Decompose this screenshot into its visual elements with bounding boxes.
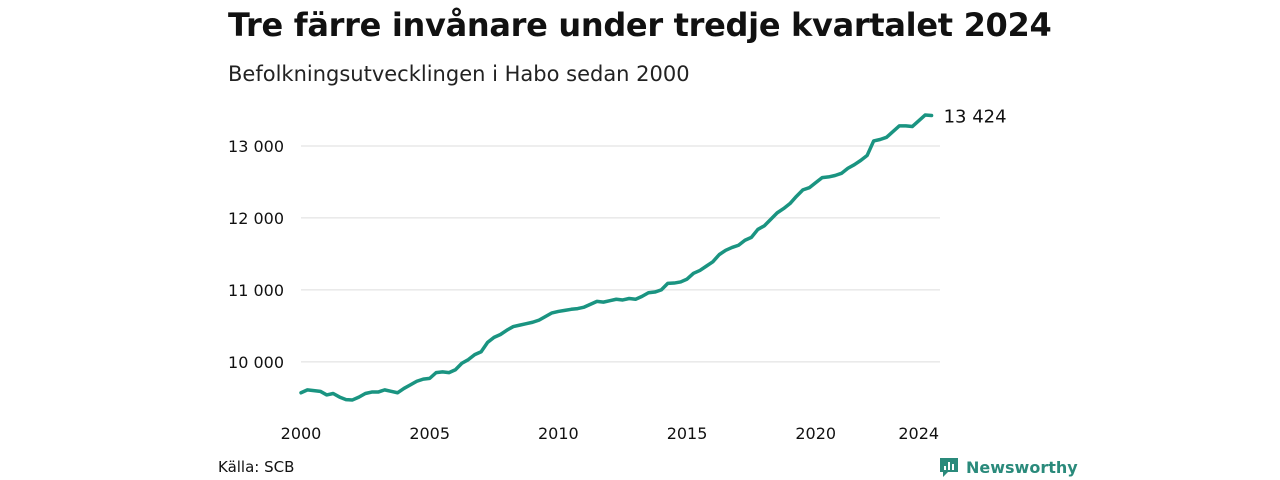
newsworthy-logo[interactable]: Newsworthy (938, 456, 1078, 478)
x-tick-label: 2020 (795, 424, 836, 443)
x-tick-label: 2024 (898, 424, 939, 443)
y-tick-label: 12 000 (228, 209, 284, 228)
gridlines (301, 145, 940, 363)
end-value-label: 13 424 (944, 106, 1007, 127)
x-tick-label: 2015 (667, 424, 708, 443)
y-tick-label: 13 000 (228, 137, 284, 156)
y-tick-label: 10 000 (228, 353, 284, 372)
source-note: Källa: SCB (218, 458, 295, 476)
x-tick-label: 2005 (409, 424, 450, 443)
brand-name: Newsworthy (966, 457, 1078, 477)
population-line (299, 113, 934, 402)
y-tick-label: 11 000 (228, 281, 284, 300)
chart-subtitle: Befolkningsutvecklingen i Habo sedan 200… (228, 62, 690, 86)
x-tick-label: 2010 (538, 424, 579, 443)
x-tick-label: 2000 (281, 424, 322, 443)
x-axis-ticks: 2000 2005 2010 2015 2020 2024 (281, 424, 939, 443)
newsworthy-icon (940, 458, 958, 477)
chart-title: Tre färre invånare under tredje kvartale… (228, 6, 1052, 44)
y-axis-ticks: 10 000 11 000 12 000 13 000 (228, 137, 284, 372)
